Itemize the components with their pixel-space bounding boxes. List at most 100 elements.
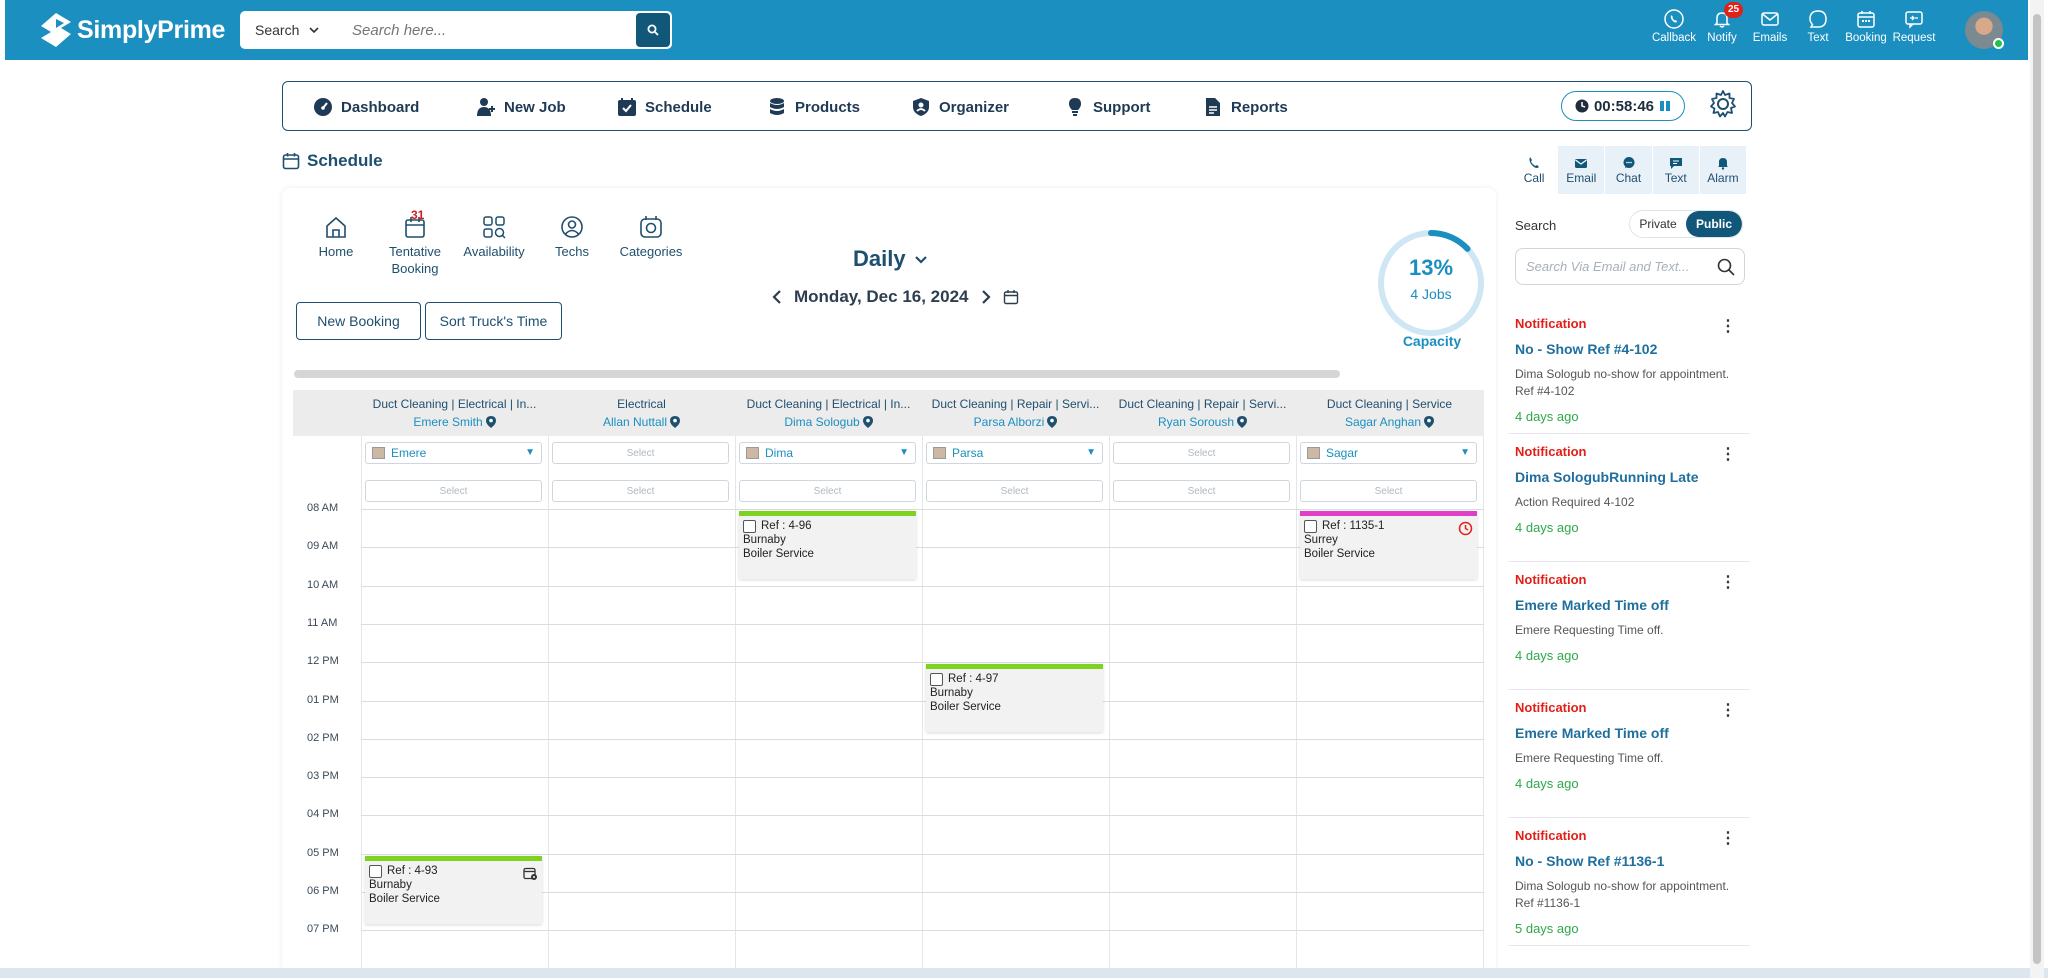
booking-checkbox[interactable] [1304,519,1317,533]
column-tech[interactable]: Allan Nuttall [548,415,735,429]
sort-trucks-button[interactable]: Sort Truck's Time [425,302,562,340]
nav-products-label: Products [795,98,861,116]
column-tech[interactable]: Sagar Anghan [1296,415,1483,429]
panel-search-placeholder: Search Via Email and Text... [1526,259,1690,274]
truck-select[interactable]: Select [1300,480,1477,502]
tech-assign-select[interactable]: Emere ▼ [365,442,542,464]
truck-select[interactable]: Select [552,480,729,502]
nav-new-job[interactable]: New Job [476,94,566,120]
tool-categories[interactable]: Categories [611,214,691,260]
column-tech[interactable]: Parsa Alborzi [922,415,1109,429]
nav-schedule[interactable]: Schedule [617,94,712,120]
chevron-left-icon[interactable] [772,289,782,305]
nav-products[interactable]: Products [767,94,860,120]
tech-thumb-icon [746,447,759,459]
truck-select[interactable]: Select [1113,480,1290,502]
nav-organizer[interactable]: Organizer [911,94,1009,120]
tech-assign-select[interactable]: Select [1113,442,1290,464]
booking-service: Boiler Service [930,701,1001,713]
booking-button[interactable]: Booking [1842,8,1890,54]
tech-user-icon [561,216,583,238]
notification-title[interactable]: Emere Marked Time off [1515,725,1669,741]
page-scrollbar[interactable] [2030,0,2044,978]
toggle-private[interactable]: Private [1639,217,1677,231]
user-avatar[interactable] [1965,11,2004,49]
column-services: Duct Cleaning | Electrical | In... [372,397,537,411]
session-timer[interactable]: 00:58:46 [1561,91,1685,121]
text-button[interactable]: Text [1794,8,1842,54]
tool-tentative-booking[interactable]: 31 Tentative Booking [375,208,455,277]
truck-select[interactable]: Select [739,480,916,502]
search-scope-dropdown[interactable]: Search [240,11,340,49]
notification-item[interactable]: Notification ⋮ Emere Marked Time off Emere … [1508,690,1750,818]
column-tech[interactable]: Ryan Soroush [1109,415,1296,429]
tab-call[interactable]: Call [1511,146,1558,194]
tab-text[interactable]: Text [1652,146,1699,194]
booking-checkbox[interactable] [930,672,943,686]
notification-item[interactable]: Notification ⋮ Dima SologubRunning Late Act… [1508,434,1750,562]
column-tech[interactable]: Emere Smith [361,415,548,429]
booking-card[interactable]: Ref : 4-96 Burnaby Boiler Service [739,511,916,579]
more-options-icon[interactable]: ⋮ [1720,318,1736,335]
column-tech[interactable]: Dima Sologub [735,415,922,429]
tool-techs[interactable]: Techs [532,214,612,260]
truck-select[interactable]: Select [365,480,542,502]
chevron-right-icon[interactable] [981,289,991,305]
nav-reports[interactable]: Reports [1203,94,1288,120]
booking-card[interactable]: Ref : 4-93 Burnaby Boiler Service [365,856,542,924]
booking-checkbox[interactable] [743,519,756,533]
calendar-icon [282,153,300,170]
pause-icon[interactable] [1659,100,1671,112]
time-slot-label: 08 AM [307,502,339,514]
brand-logo[interactable]: SimplyPrime [39,10,229,50]
tech-assign-select[interactable]: Parsa ▼ [926,442,1103,464]
view-mode-dropdown[interactable]: Daily [853,246,928,272]
nav-dashboard[interactable]: Dashboard [313,94,419,120]
search-icon[interactable] [1716,257,1736,277]
calendar-gear-icon[interactable] [523,866,538,881]
tech-assign-select[interactable]: Sagar ▼ [1300,442,1477,464]
notification-title[interactable]: Emere Marked Time off [1515,597,1669,613]
settings-button[interactable] [1708,89,1738,119]
tech-assign-select[interactable]: Dima ▼ [739,442,916,464]
request-button[interactable]: Request [1890,8,1938,54]
notification-item[interactable]: Notification ⋮ No - Show Ref #1136-1 Dima S… [1508,818,1750,946]
notification-kind: Notification [1515,572,1587,587]
horizontal-scrollbar[interactable] [294,370,1340,378]
booking-card[interactable]: Ref : 1135-1 Surrey Boiler Service [1300,511,1477,579]
notification-title[interactable]: No - Show Ref #1136-1 [1515,853,1665,869]
tab-alarm[interactable]: Alarm [1699,146,1747,194]
tab-chat[interactable]: Chat [1605,146,1652,194]
tech-assign-select[interactable]: Select [552,442,729,464]
notification-kind: Notification [1515,828,1587,843]
nav-support[interactable]: Support [1065,94,1151,120]
booking-checkbox[interactable] [369,864,382,878]
notification-item[interactable]: Notification ⋮ No - Show Ref #4-102 Dima So… [1508,306,1750,434]
notification-title[interactable]: No - Show Ref #4-102 [1515,341,1658,357]
truck-select[interactable]: Select [926,480,1103,502]
more-options-icon[interactable]: ⋮ [1720,446,1736,463]
new-booking-button[interactable]: New Booking [296,302,421,340]
scrollbar-thumb[interactable] [2033,14,2041,964]
more-options-icon[interactable]: ⋮ [1720,830,1736,847]
calendar-picker-icon[interactable] [1003,289,1019,305]
page-title: Schedule [282,151,383,171]
more-options-icon[interactable]: ⋮ [1720,574,1736,591]
tech-column-header: Duct Cleaning | Repair | Servi... Parsa A… [922,390,1109,436]
notification-item[interactable]: Notification ⋮ Emere Marked Time off Emere … [1508,562,1750,690]
callback-label: Callback [1651,32,1697,44]
tool-availability[interactable]: Availability [454,214,534,260]
lightbulb-icon [1069,98,1081,116]
notification-title[interactable]: Dima SologubRunning Late [1515,469,1699,485]
toggle-public[interactable]: Public [1686,211,1742,237]
search-input[interactable] [340,11,636,49]
panel-search-input[interactable]: Search Via Email and Text... [1515,248,1745,285]
notify-button[interactable]: 25 Notify [1698,2,1746,54]
emails-button[interactable]: Emails [1746,8,1794,54]
more-options-icon[interactable]: ⋮ [1720,702,1736,719]
callback-button[interactable]: Callback [1650,8,1698,54]
booking-card[interactable]: Ref : 4-97 Burnaby Boiler Service [926,664,1103,732]
search-button[interactable] [636,13,670,47]
tab-email[interactable]: Email [1558,146,1605,194]
tool-home[interactable]: Home [296,214,376,260]
